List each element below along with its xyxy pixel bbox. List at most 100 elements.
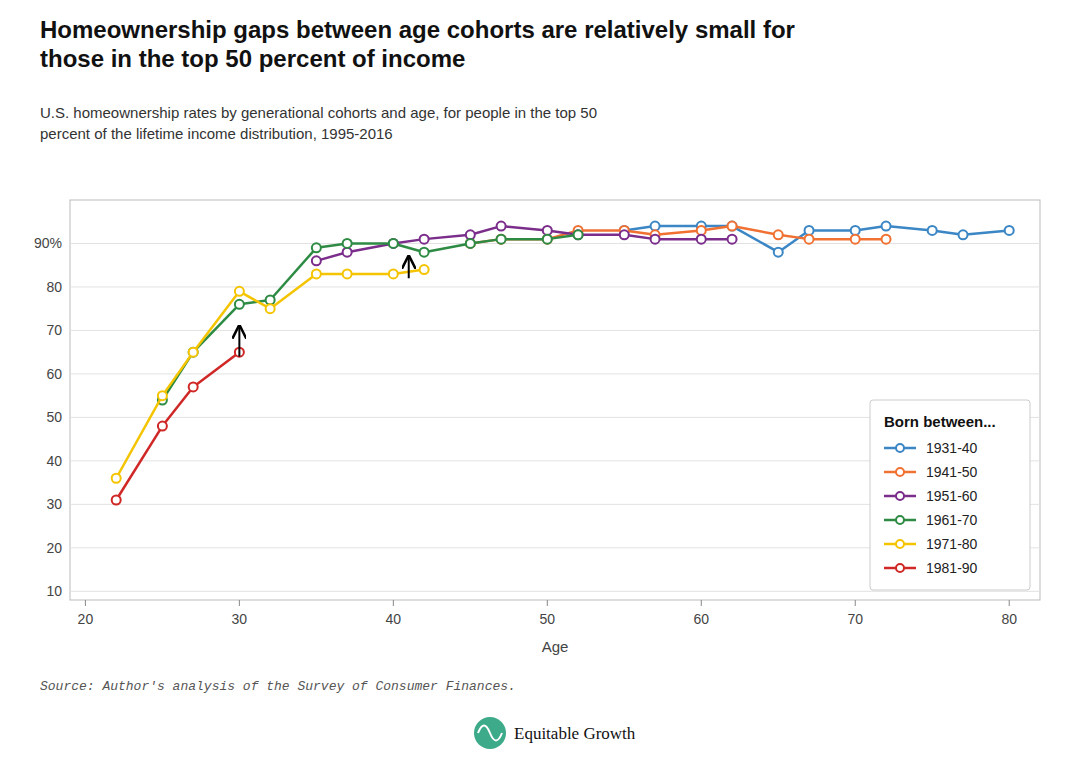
- legend-label: 1971-80: [926, 536, 978, 552]
- series-point: [189, 382, 198, 391]
- branding: Equitable Growth: [474, 717, 636, 749]
- series-point: [466, 230, 475, 239]
- legend-marker: [896, 492, 904, 500]
- y-tick-label: 50: [46, 409, 62, 425]
- series-point: [497, 235, 506, 244]
- x-tick: [855, 600, 856, 606]
- series-point: [651, 222, 660, 231]
- series-point: [774, 230, 783, 239]
- grid-line: [70, 243, 1040, 244]
- x-tick: [393, 600, 394, 606]
- x-tick-label: 50: [540, 611, 556, 627]
- series-point: [497, 222, 506, 231]
- chart: Homeownership gaps between age cohorts a…: [0, 0, 1080, 762]
- series-point: [112, 496, 121, 505]
- series-point: [389, 269, 398, 278]
- x-tick: [85, 600, 86, 606]
- series-point: [774, 248, 783, 257]
- y-tick-label: 90%: [34, 235, 62, 251]
- series-point: [1005, 226, 1014, 235]
- series-point: [805, 226, 814, 235]
- series-line: [116, 352, 239, 500]
- y-tick-label: 70: [46, 322, 62, 338]
- series-point: [158, 391, 167, 400]
- y-tick-label: 20: [46, 540, 62, 556]
- series-point: [574, 230, 583, 239]
- series-point: [882, 222, 891, 231]
- x-tick-label: 70: [847, 611, 863, 627]
- y-tick-label: 80: [46, 279, 62, 295]
- legend-box: [870, 400, 1030, 590]
- x-tick-label: 60: [693, 611, 709, 627]
- arrow: [238, 326, 240, 356]
- series-point: [466, 239, 475, 248]
- series-point: [420, 248, 429, 257]
- series-point: [728, 222, 737, 231]
- series-point: [312, 256, 321, 265]
- grid-line: [70, 373, 1040, 374]
- series-point: [343, 239, 352, 248]
- series-point: [420, 265, 429, 274]
- source: Source: Author's analysis of the Survey …: [40, 679, 516, 694]
- series-point: [266, 304, 275, 313]
- series-line: [116, 270, 424, 479]
- grid-line: [70, 591, 1040, 592]
- series-point: [266, 296, 275, 305]
- series-point: [728, 222, 737, 231]
- legend-label: 1931-40: [926, 440, 978, 456]
- series-point: [466, 239, 475, 248]
- y-tick-label: 40: [46, 453, 62, 469]
- y-tick-label: 30: [46, 496, 62, 512]
- series-point: [574, 230, 583, 239]
- series-point: [959, 230, 968, 239]
- series-point: [851, 226, 860, 235]
- series-point: [158, 422, 167, 431]
- x-axis-label: Age: [542, 638, 569, 655]
- series-point: [235, 300, 244, 309]
- series-point: [189, 348, 198, 357]
- legend-marker: [896, 540, 904, 548]
- x-tick: [701, 600, 702, 606]
- x-tick-label: 40: [386, 611, 402, 627]
- legend-marker: [896, 468, 904, 476]
- series-point: [928, 226, 937, 235]
- series-point: [620, 230, 629, 239]
- logo-wave: [478, 726, 502, 741]
- series-point: [543, 235, 552, 244]
- branding-text: Equitable Growth: [514, 724, 636, 743]
- x-tick-label: 20: [78, 611, 94, 627]
- series-point: [343, 269, 352, 278]
- x-tick-label: 80: [1001, 611, 1017, 627]
- series-line: [162, 235, 578, 400]
- y-tick-label: 60: [46, 366, 62, 382]
- legend: Born between...1931-401941-501951-601961…: [870, 400, 1030, 590]
- legend-label: 1941-50: [926, 464, 978, 480]
- x-tick: [1009, 600, 1010, 606]
- x-tick: [239, 600, 240, 606]
- subtitle: U.S. homeownership rates by generational…: [40, 104, 597, 142]
- series-point: [543, 226, 552, 235]
- series-point: [697, 235, 706, 244]
- legend-title: Born between...: [884, 413, 996, 430]
- series-point: [728, 235, 737, 244]
- legend-label: 1951-60: [926, 488, 978, 504]
- series-point: [312, 243, 321, 252]
- legend-marker: [896, 516, 904, 524]
- y-axis: 102030405060708090%: [34, 235, 1040, 599]
- legend-marker: [896, 564, 904, 572]
- series-point: [543, 235, 552, 244]
- x-axis: 20 30 40 50 60 70 80: [78, 600, 1018, 627]
- grid-line: [70, 286, 1040, 287]
- series-point: [651, 235, 660, 244]
- plot-frame: [70, 200, 1040, 600]
- series-point: [497, 235, 506, 244]
- x-tick-label: 30: [232, 611, 248, 627]
- series-point: [312, 269, 321, 278]
- series-point: [851, 235, 860, 244]
- series-point: [805, 235, 814, 244]
- series-point: [343, 248, 352, 257]
- logo-circle: [474, 717, 506, 749]
- series-point: [882, 235, 891, 244]
- arrow: [408, 257, 410, 279]
- series-point: [189, 348, 198, 357]
